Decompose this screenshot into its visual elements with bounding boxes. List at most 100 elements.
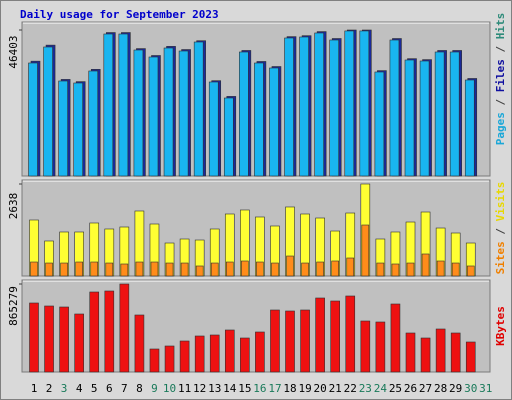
bar	[30, 261, 38, 277]
bar	[209, 334, 220, 373]
chart-title: Daily usage for September 2023	[20, 8, 219, 21]
bar	[105, 262, 114, 277]
bar	[210, 262, 219, 277]
bar	[150, 261, 159, 277]
bar	[360, 320, 371, 373]
bar	[451, 262, 460, 277]
bar	[374, 71, 385, 177]
x-tick-label: 18	[283, 382, 296, 395]
bar	[315, 297, 325, 373]
bar	[359, 30, 370, 177]
bar	[74, 313, 84, 373]
bar	[224, 329, 235, 373]
x-tick-label: 6	[106, 382, 113, 395]
bar	[59, 306, 69, 373]
bar	[133, 49, 144, 177]
bar	[404, 59, 415, 177]
bar	[420, 337, 431, 373]
bar	[376, 262, 385, 277]
bar	[241, 260, 249, 277]
bar	[239, 51, 249, 177]
bar	[450, 332, 461, 373]
x-tick-label: 8	[136, 382, 143, 395]
y-tick-label: 46403	[7, 35, 20, 68]
bar	[285, 310, 295, 373]
bar	[419, 60, 430, 177]
x-tick-label: 14	[223, 382, 237, 395]
x-tick-label: 27	[419, 382, 432, 395]
bar	[269, 67, 279, 177]
bar	[375, 321, 386, 373]
axis-label: Pages / Files / Hits	[494, 13, 507, 146]
bar	[179, 340, 190, 373]
x-tick-label: 28	[434, 382, 447, 395]
x-tick-label: 9	[151, 382, 158, 395]
bar	[300, 309, 310, 373]
x-tick-label: 29	[449, 382, 462, 395]
bar	[254, 62, 264, 177]
bar	[89, 291, 100, 373]
x-tick-label: 30	[464, 382, 477, 395]
bar	[88, 70, 99, 177]
bar	[465, 341, 476, 373]
bar	[299, 36, 309, 177]
bar	[163, 47, 174, 177]
x-tick-label: 16	[253, 382, 266, 395]
bar	[75, 261, 83, 277]
x-tick-label: 21	[329, 382, 342, 395]
bar	[361, 224, 370, 277]
axis-label-part: /	[494, 221, 507, 241]
bar	[405, 332, 416, 373]
bar	[164, 345, 175, 373]
bar	[449, 51, 460, 177]
bar	[406, 262, 415, 277]
bar	[119, 283, 130, 373]
x-tick-label: 23	[359, 382, 372, 395]
x-tick-label: 26	[404, 382, 417, 395]
axis-label-part: KBytes	[494, 306, 507, 346]
bar	[256, 261, 264, 277]
bar	[29, 302, 39, 373]
bar	[316, 261, 324, 277]
bar	[90, 261, 99, 277]
x-tick-label: 2	[46, 382, 53, 395]
bar	[208, 81, 219, 177]
bar	[165, 262, 174, 277]
bar	[255, 331, 265, 373]
x-tick-label: 13	[208, 382, 221, 395]
bar	[120, 263, 129, 277]
bar	[344, 30, 355, 177]
bar	[180, 262, 189, 277]
bar	[149, 348, 160, 373]
bar	[301, 262, 309, 277]
x-tick-label: 3	[61, 382, 68, 395]
bar	[466, 265, 475, 277]
x-tick-label: 7	[121, 382, 128, 395]
bar	[286, 255, 294, 277]
bar	[223, 97, 234, 177]
bar	[464, 79, 475, 177]
bar	[193, 41, 204, 177]
axis-label-part: Sites	[494, 241, 507, 274]
axis-label-part: Files	[494, 59, 507, 92]
x-tick-label: 19	[298, 382, 311, 395]
axis-label: Sites / Visits	[494, 182, 507, 275]
bar	[44, 305, 54, 373]
x-tick-label: 31	[479, 382, 492, 395]
bar	[225, 261, 234, 277]
bar	[421, 253, 430, 277]
bar	[58, 80, 68, 177]
x-tick-label: 4	[76, 382, 83, 395]
x-tick-label: 25	[389, 382, 402, 395]
bar	[331, 260, 340, 277]
axis-label: KBytes	[494, 306, 507, 346]
x-tick-label: 22	[344, 382, 357, 395]
y-tick-label: 2638	[7, 193, 20, 220]
bar	[104, 290, 115, 373]
x-tick-label: 11	[178, 382, 191, 395]
bar	[134, 314, 145, 373]
x-tick-label: 1	[31, 382, 38, 395]
x-tick-label: 15	[238, 382, 251, 395]
bar	[391, 263, 400, 277]
